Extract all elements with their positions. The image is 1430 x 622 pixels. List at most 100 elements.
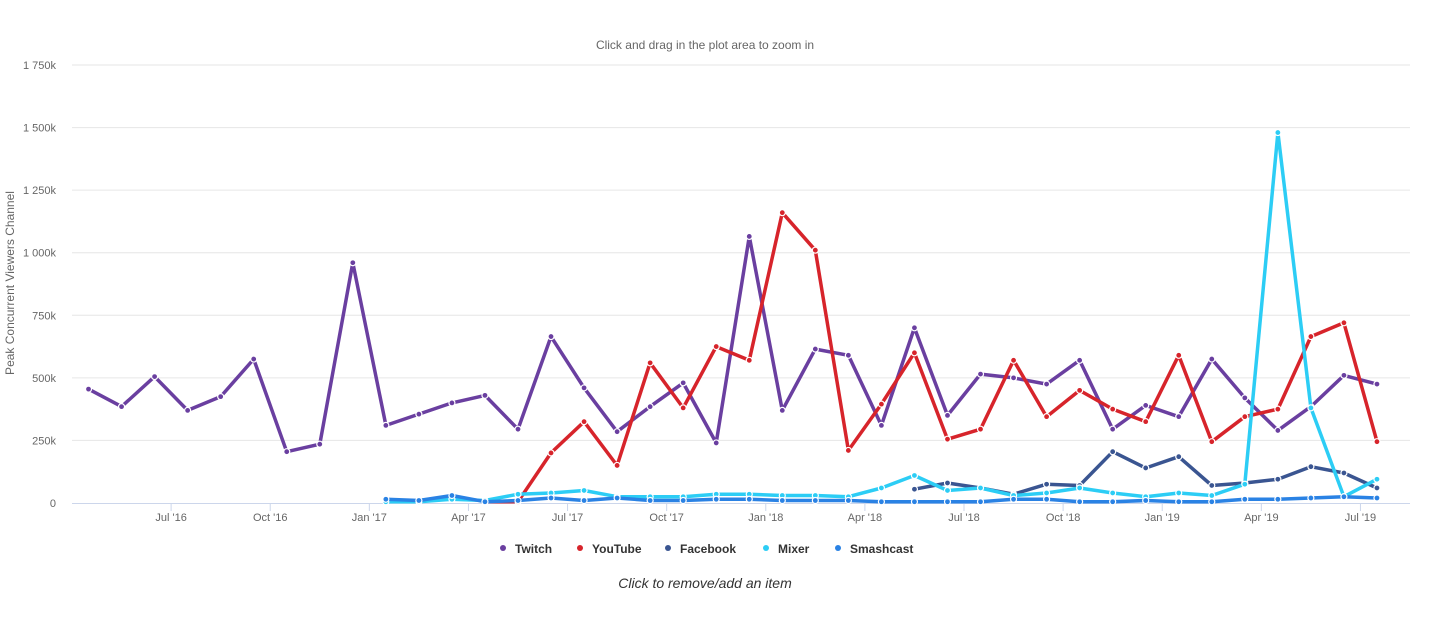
data-point[interactable] — [679, 404, 687, 412]
data-point[interactable] — [415, 496, 423, 505]
data-point[interactable] — [580, 418, 588, 426]
data-point[interactable] — [1175, 453, 1183, 461]
data-point[interactable] — [844, 351, 852, 359]
data-point[interactable] — [1373, 475, 1381, 483]
data-point[interactable] — [877, 421, 886, 430]
data-point[interactable] — [877, 498, 886, 506]
data-point[interactable] — [910, 498, 919, 506]
data-point[interactable] — [1175, 489, 1183, 497]
series-mixer[interactable] — [382, 128, 1381, 506]
data-point[interactable] — [1274, 495, 1282, 503]
data-point[interactable] — [150, 373, 159, 381]
data-point[interactable] — [1109, 498, 1117, 506]
data-point[interactable] — [481, 498, 489, 506]
data-point[interactable] — [1109, 405, 1117, 413]
legend-label[interactable]: YouTube — [592, 542, 642, 556]
data-point[interactable] — [547, 449, 555, 457]
data-point[interactable] — [910, 471, 919, 480]
data-point[interactable] — [1373, 438, 1381, 446]
data-point[interactable] — [1042, 380, 1051, 388]
series-line-twitch[interactable] — [86, 234, 1379, 454]
data-point[interactable] — [943, 479, 952, 487]
data-point[interactable] — [1274, 128, 1282, 137]
data-point[interactable] — [613, 428, 621, 436]
data-point[interactable] — [547, 332, 555, 341]
data-point[interactable] — [1009, 356, 1018, 364]
legend-label[interactable]: Facebook — [680, 542, 736, 556]
data-point[interactable] — [1340, 371, 1348, 379]
data-point[interactable] — [646, 496, 654, 505]
data-point[interactable] — [217, 393, 225, 401]
data-point[interactable] — [646, 359, 654, 367]
data-point[interactable] — [382, 495, 390, 503]
data-point[interactable] — [613, 461, 621, 470]
data-point[interactable] — [1307, 494, 1315, 502]
data-point[interactable] — [1175, 498, 1183, 506]
data-point[interactable] — [1076, 386, 1084, 394]
data-point[interactable] — [1340, 319, 1348, 327]
data-point[interactable] — [580, 384, 588, 392]
data-point[interactable] — [778, 209, 786, 217]
series-line-mixer[interactable] — [384, 130, 1379, 504]
data-point[interactable] — [1076, 498, 1084, 506]
data-point[interactable] — [1208, 491, 1216, 500]
data-point[interactable] — [1208, 355, 1216, 363]
data-point[interactable] — [1076, 484, 1084, 492]
data-point[interactable] — [448, 491, 456, 500]
data-point[interactable] — [1042, 413, 1051, 421]
data-point[interactable] — [745, 356, 753, 364]
data-point[interactable] — [976, 370, 985, 378]
legend-item-twitch[interactable]: Twitch — [500, 542, 552, 556]
data-point[interactable] — [580, 486, 588, 495]
data-point[interactable] — [1175, 413, 1183, 421]
data-point[interactable] — [844, 496, 852, 505]
data-point[interactable] — [415, 410, 423, 418]
data-point[interactable] — [547, 494, 555, 502]
data-point[interactable] — [877, 484, 886, 492]
data-point[interactable] — [1076, 356, 1084, 364]
data-point[interactable] — [1241, 394, 1249, 402]
data-point[interactable] — [712, 495, 720, 503]
data-point[interactable] — [84, 385, 93, 393]
data-point[interactable] — [1340, 493, 1348, 501]
data-point[interactable] — [745, 495, 753, 503]
data-point[interactable] — [613, 494, 621, 502]
data-point[interactable] — [1109, 425, 1117, 433]
data-point[interactable] — [1274, 426, 1282, 435]
data-point[interactable] — [943, 498, 952, 506]
data-point[interactable] — [1373, 484, 1381, 492]
data-point[interactable] — [1274, 405, 1282, 413]
data-point[interactable] — [1307, 463, 1315, 471]
data-point[interactable] — [712, 342, 720, 351]
data-point[interactable] — [1109, 448, 1117, 456]
data-point[interactable] — [184, 406, 192, 414]
legend-item-mixer[interactable]: Mixer — [763, 542, 810, 556]
data-point[interactable] — [1042, 495, 1051, 503]
data-point[interactable] — [976, 498, 985, 506]
data-point[interactable] — [910, 324, 919, 332]
data-point[interactable] — [976, 484, 985, 492]
series-line-youtube[interactable] — [483, 210, 1379, 504]
data-point[interactable] — [910, 349, 919, 357]
series-smashcast[interactable] — [382, 491, 1381, 506]
legend-item-smashcast[interactable]: Smashcast — [835, 542, 913, 556]
data-point[interactable] — [844, 446, 852, 455]
legend-label[interactable]: Smashcast — [850, 542, 913, 556]
data-point[interactable] — [943, 486, 952, 495]
data-point[interactable] — [349, 259, 357, 267]
legend-label[interactable]: Twitch — [515, 542, 552, 556]
data-point[interactable] — [778, 406, 786, 414]
data-point[interactable] — [811, 496, 819, 505]
series-twitch[interactable] — [84, 232, 1381, 456]
data-point[interactable] — [1009, 495, 1018, 503]
data-point[interactable] — [514, 425, 522, 433]
data-point[interactable] — [1009, 374, 1018, 382]
data-point[interactable] — [1241, 480, 1249, 488]
data-point[interactable] — [943, 411, 952, 419]
data-point[interactable] — [811, 246, 819, 254]
data-point[interactable] — [811, 345, 819, 353]
data-point[interactable] — [1208, 498, 1216, 506]
data-point[interactable] — [283, 448, 291, 456]
data-point[interactable] — [250, 355, 258, 363]
